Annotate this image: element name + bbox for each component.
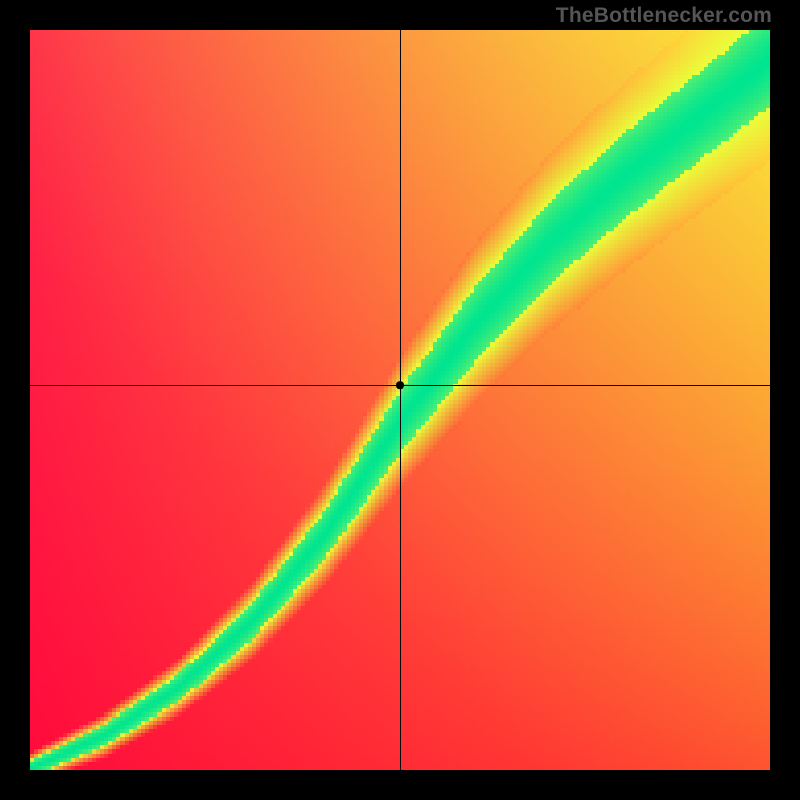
plot-area (30, 30, 770, 770)
heatmap-canvas (30, 30, 770, 770)
watermark-text: TheBottlenecker.com (556, 4, 772, 28)
chart-frame: TheBottlenecker.com (0, 0, 800, 800)
